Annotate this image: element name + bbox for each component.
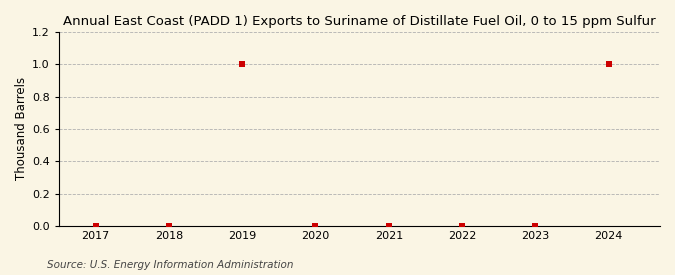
Title: Annual East Coast (PADD 1) Exports to Suriname of Distillate Fuel Oil, 0 to 15 p: Annual East Coast (PADD 1) Exports to Su… (63, 15, 656, 28)
Text: Source: U.S. Energy Information Administration: Source: U.S. Energy Information Administ… (47, 260, 294, 270)
Y-axis label: Thousand Barrels: Thousand Barrels (15, 77, 28, 180)
